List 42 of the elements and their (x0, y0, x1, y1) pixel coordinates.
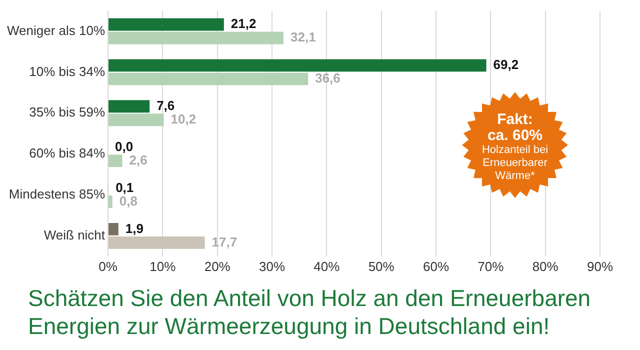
bar (108, 18, 224, 31)
y-tick-label: Mindestens 85% (8, 186, 106, 202)
annotation: Fakt: (496, 111, 534, 128)
annotation: Holzanteil bei Erneuerbarer Wärme* (480, 144, 550, 183)
y-tick-label: Weniger als 10% (6, 22, 106, 38)
data-label: 69,2 (493, 57, 519, 72)
y-tick-label: 35% bis 59% (29, 104, 106, 120)
bar (108, 196, 112, 208)
y-tick-label: Weiß nicht (44, 228, 106, 243)
data-label: 0,0 (115, 138, 134, 154)
bar (108, 72, 308, 86)
data-label: 7,6 (156, 98, 175, 113)
data-label: 36,6 (315, 70, 340, 86)
text: Schätzen Sie den Anteil von Holz an den Erneuerbaren Energien zur Wärmeerzeugung in Deutschland ein! (28, 284, 592, 340)
bar (108, 59, 486, 72)
bar (108, 222, 118, 236)
x-tick-label: 60% (422, 258, 450, 274)
annotation: ca. 60% (486, 127, 544, 144)
y-tick-label: 10% bis 34% (29, 64, 106, 79)
x-tick-label: 90% (586, 258, 614, 274)
bar (108, 154, 122, 168)
data-label: 2,6 (129, 152, 148, 168)
x-tick-label: 40% (314, 258, 340, 274)
x-tick-label: 10% (150, 258, 176, 274)
x-tick-label: 20% (204, 258, 231, 274)
data-label: 0,1 (116, 180, 134, 195)
x-tick-label: 80% (532, 258, 559, 274)
data-label: 17,7 (212, 234, 238, 250)
bar (108, 100, 150, 113)
data-label: 0,8 (119, 193, 138, 208)
x-tick-label: 0% (98, 258, 118, 274)
data-label: 10,2 (170, 111, 196, 126)
x-tick-label: 30% (259, 258, 286, 274)
data-label: 21,2 (230, 16, 256, 32)
bar (108, 114, 164, 126)
bar (108, 32, 284, 44)
x-tick-label: 50% (368, 258, 395, 274)
y-tick-label: 60% bis 84% (29, 146, 106, 161)
data-label: 32,1 (290, 30, 316, 45)
x-tick-label: 70% (478, 258, 504, 274)
data-label: 1,9 (125, 220, 144, 236)
bar (108, 236, 205, 249)
